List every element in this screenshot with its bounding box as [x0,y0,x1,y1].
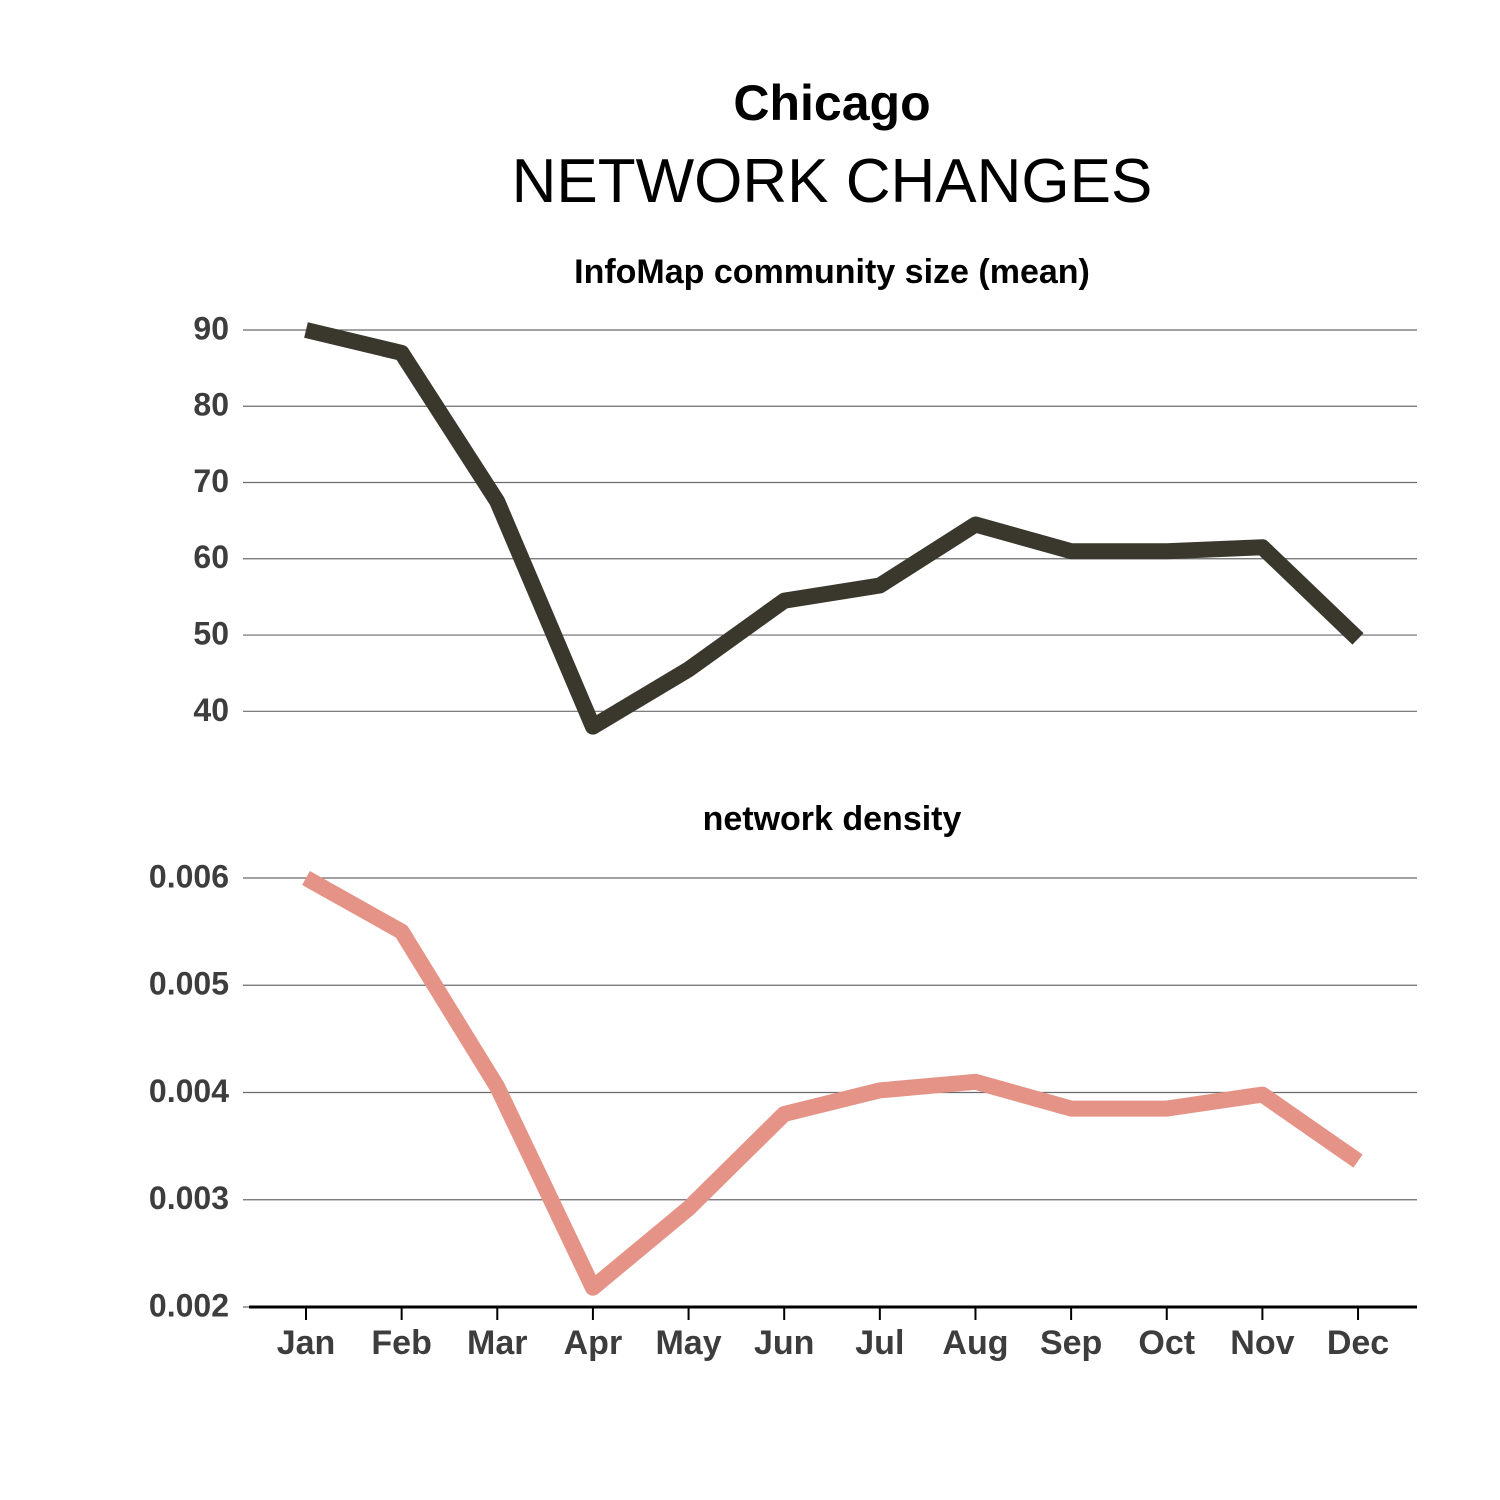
x-axis: Jan Feb Mar Apr May Jun Jul Aug Sep Oct Nov Dec [249,1305,1417,1362]
panel-1: InfoMap community size (mean) 40 50 60 70 80 9… [193,253,1417,735]
x-tick-label: Aug [942,1324,1008,1362]
x-tick-label: Mar [467,1324,527,1362]
series-line-1 [302,871,1363,1296]
y-tick-label: 0.004 [149,1073,229,1109]
panel-2: network density 0.002 0.003 0.004 0.005 0.006 [149,800,1417,1323]
x-tick-label: Oct [1138,1324,1195,1362]
chart-subtitle: NETWORK CHANGES [511,147,1153,216]
y-tick-label: 0.006 [149,858,229,894]
x-tick-label: May [655,1324,721,1362]
y-tick-label: 0.005 [149,966,229,1002]
y-tick-label: 40 [193,692,229,728]
series-line-1 [304,322,1364,735]
x-tick-label: Jun [754,1324,814,1362]
x-tick-label: Feb [371,1324,431,1362]
y-tick-label: 90 [193,310,229,346]
x-tick-label: Apr [564,1324,623,1362]
y-tick-label: 0.002 [149,1287,229,1323]
panel-title: InfoMap community size (mean) [574,253,1090,291]
x-tick-label: Dec [1327,1324,1389,1362]
panel-title: network density [703,800,962,838]
y-tick-label: 60 [193,539,229,575]
y-tick-label: 70 [193,463,229,499]
x-tick-label: Jan [277,1324,336,1362]
y-tick-label: 0.003 [149,1180,229,1216]
chart-title: Chicago [733,75,931,131]
x-tick-label: Sep [1040,1324,1102,1362]
y-tick-label: 80 [193,387,229,423]
y-tick-label: 50 [193,615,229,651]
x-tick-label: Jul [855,1324,904,1362]
x-tick-label: Nov [1230,1324,1294,1362]
